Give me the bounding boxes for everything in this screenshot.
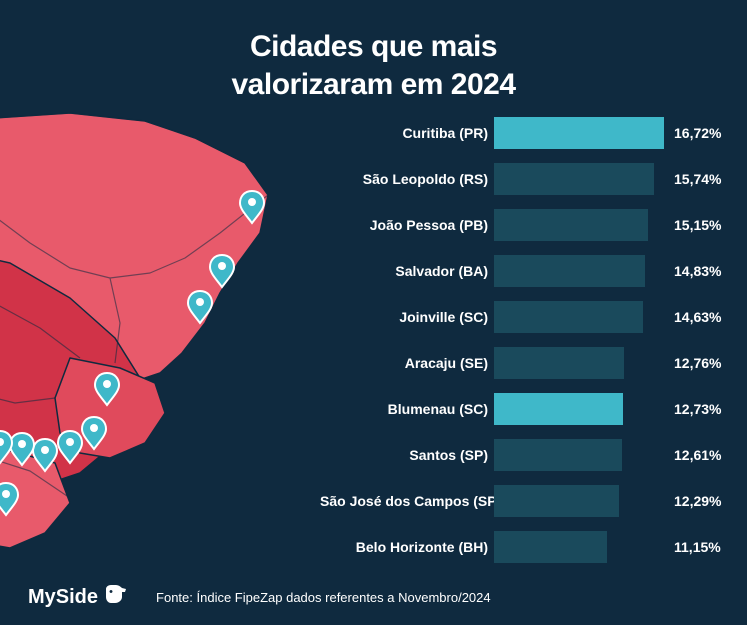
bar-track (494, 117, 664, 149)
percentage-value: 16,72% (664, 125, 721, 141)
main-content: Curitiba (PR) 16,72% São Leopoldo (RS) 15,7… (0, 103, 747, 573)
chart-row: Curitiba (PR) 16,72% (320, 111, 732, 155)
bar-track (494, 301, 664, 333)
bar-track (494, 347, 664, 379)
percentage-value: 14,63% (664, 309, 721, 325)
footer: MySide Fonte: Índice FipeZap dados refer… (0, 583, 747, 611)
bar-track (494, 439, 664, 471)
percentage-value: 12,73% (664, 401, 721, 417)
percentage-value: 15,74% (664, 171, 721, 187)
logo: MySide (28, 583, 128, 611)
bar-fill (494, 485, 619, 517)
percentage-value: 11,15% (664, 539, 721, 555)
logo-text: MySide (28, 586, 98, 609)
bar-chart: Curitiba (PR) 16,72% São Leopoldo (RS) 15,7… (320, 111, 732, 571)
city-label: Aracaju (SE) (320, 355, 494, 371)
bar-track (494, 531, 664, 563)
bar-fill (494, 439, 622, 471)
bar-fill (494, 209, 648, 241)
city-label: São Leopoldo (RS) (320, 171, 494, 187)
percentage-value: 15,15% (664, 217, 721, 233)
bar-track (494, 209, 664, 241)
chart-row: Blumenau (SC) 12,73% (320, 387, 732, 431)
title-line-2: valorizaram em 2024 (0, 66, 747, 104)
chart-row: João Pessoa (PB) 15,15% (320, 203, 732, 247)
city-label: Santos (SP) (320, 447, 494, 463)
chart-row: Santos (SP) 12,61% (320, 433, 732, 477)
bar-fill (494, 255, 645, 287)
bar-track (494, 393, 664, 425)
percentage-value: 14,83% (664, 263, 721, 279)
city-label: Blumenau (SC) (320, 401, 494, 417)
brazil-map (0, 103, 310, 573)
bar-fill (494, 393, 623, 425)
bar-fill (494, 301, 643, 333)
city-label: Salvador (BA) (320, 263, 494, 279)
chart-row: São José dos Campos (SP) 12,29% (320, 479, 732, 523)
bar-fill (494, 347, 624, 379)
percentage-value: 12,29% (664, 493, 721, 509)
chart-row: Belo Horizonte (BH) 11,15% (320, 525, 732, 569)
title-line-1: Cidades que mais (0, 28, 747, 66)
chart-row: Joinville (SC) 14,63% (320, 295, 732, 339)
chart-row: Aracaju (SE) 12,76% (320, 341, 732, 385)
city-label: São José dos Campos (SP) (320, 493, 494, 509)
city-label: Belo Horizonte (BH) (320, 539, 494, 555)
percentage-value: 12,76% (664, 355, 721, 371)
chart-row: São Leopoldo (RS) 15,74% (320, 157, 732, 201)
city-label: João Pessoa (PB) (320, 217, 494, 233)
bar-fill (494, 163, 654, 195)
city-label: Joinville (SC) (320, 309, 494, 325)
bar-track (494, 163, 664, 195)
city-label: Curitiba (PR) (320, 125, 494, 141)
source-text: Fonte: Índice FipeZap dados referentes a… (156, 590, 491, 605)
page-title: Cidades que mais valorizaram em 2024 (0, 0, 747, 103)
bar-track (494, 255, 664, 287)
bar-fill (494, 531, 607, 563)
bar-fill (494, 117, 664, 149)
logo-dog-icon (102, 583, 128, 611)
bar-track (494, 485, 664, 517)
chart-row: Salvador (BA) 14,83% (320, 249, 732, 293)
percentage-value: 12,61% (664, 447, 721, 463)
